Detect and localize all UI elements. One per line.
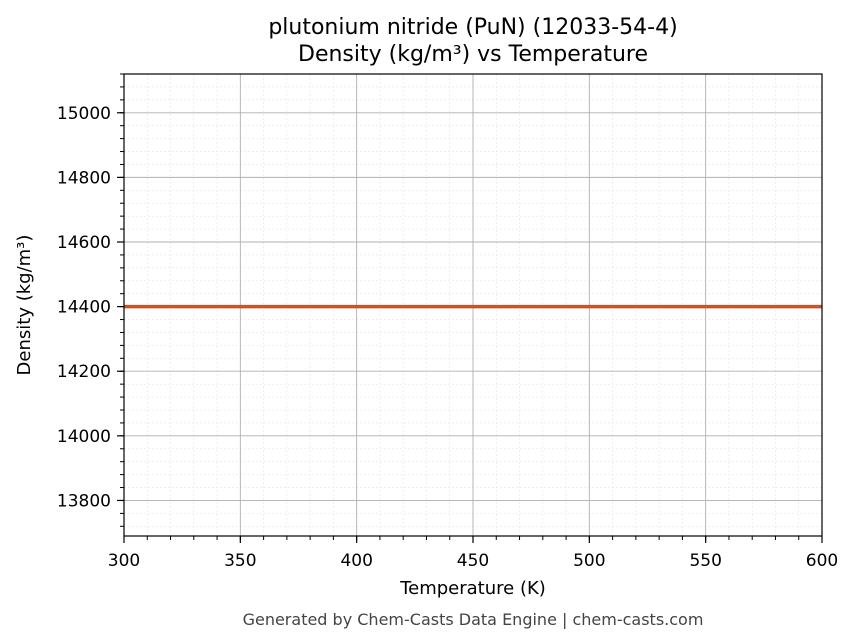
axis-ticks [117, 73, 823, 543]
footer-credit: Generated by Chem-Casts Data Engine | ch… [243, 610, 704, 629]
x-tick-label: 350 [224, 551, 256, 571]
y-tick-labels: 13800 14000 14200 14400 14600 14800 15000 [57, 104, 111, 512]
x-tick-label: 500 [573, 551, 605, 571]
y-tick-label: 14200 [57, 362, 111, 382]
y-tick-label: 14800 [57, 168, 111, 188]
x-tick-label: 600 [806, 551, 838, 571]
chart-title: plutonium nitride (PuN) (12033-54-4) [268, 15, 677, 40]
y-tick-label: 13800 [57, 491, 111, 511]
x-tick-label: 450 [457, 551, 489, 571]
y-tick-label: 14000 [57, 427, 111, 447]
y-tick-label: 14600 [57, 233, 111, 253]
chart-subtitle: Density (kg/m³) vs Temperature [298, 42, 648, 67]
x-axis-label: Temperature (K) [399, 578, 546, 599]
x-tick-label: 550 [689, 551, 721, 571]
y-axis-label: Density (kg/m³) [14, 235, 35, 376]
y-tick-label: 15000 [57, 104, 111, 124]
y-tick-label: 14400 [57, 298, 111, 318]
x-tick-labels: 300 350 400 450 500 550 600 [108, 551, 838, 571]
x-tick-label: 400 [340, 551, 372, 571]
x-tick-label: 300 [108, 551, 140, 571]
